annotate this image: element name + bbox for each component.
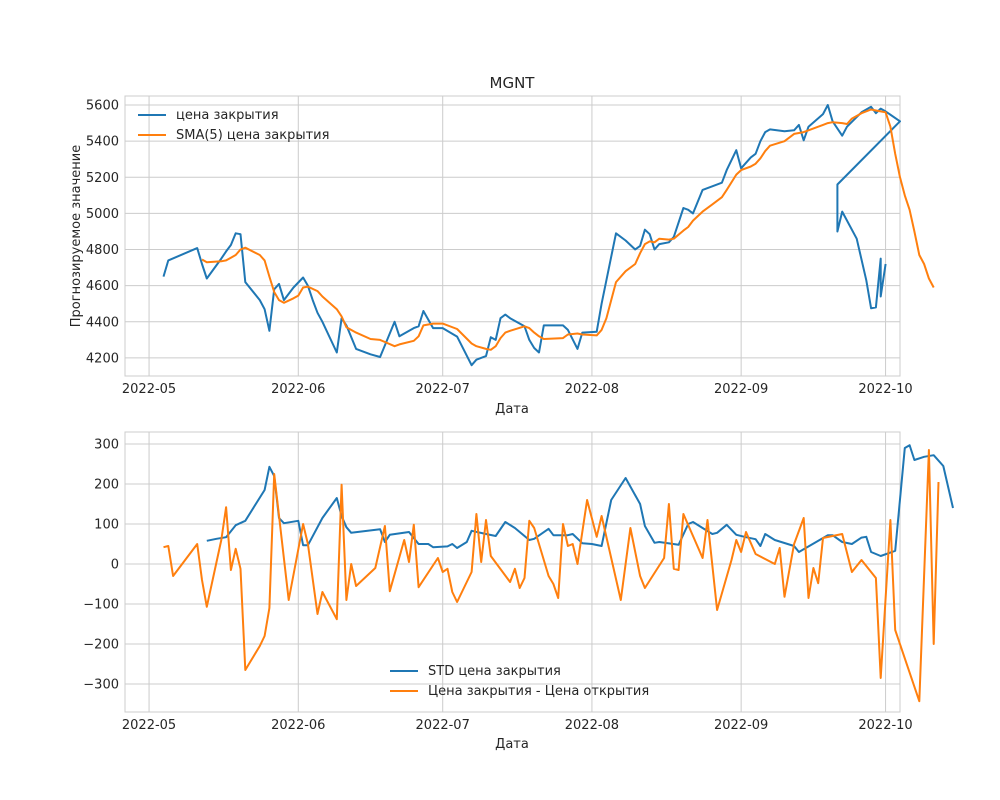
legend-label-diff: Цена закрытия - Цена открытия [428, 684, 649, 699]
ticks-top: 2022-05 2022-06 2022-07 2022-08 2022-09 2022-… [86, 99, 913, 397]
y-tick-label: 0 [111, 558, 119, 573]
legend-label-std: STD цена закрытия [428, 664, 561, 679]
series-line-orange [163, 449, 940, 703]
legend-bottom: STD цена закрытия Цена закрытия - Цена о… [390, 664, 649, 699]
x-tick-label: 2022-09 [714, 718, 768, 733]
series-line-blue [162, 104, 901, 367]
x-tick-label: 2022-06 [271, 718, 325, 733]
y-tick-label: −100 [83, 598, 119, 613]
x-tick-label: 2022-09 [714, 382, 768, 397]
y-tick-label: 200 [94, 478, 119, 493]
x-tick-label: 2022-07 [416, 718, 470, 733]
legend-label-sma: SMA(5) цена закрытия [176, 128, 329, 143]
y-tick-label: 5000 [86, 207, 119, 222]
ticks-bottom: 2022-05 2022-06 2022-07 2022-08 2022-09 2022-… [83, 438, 912, 734]
series-line-blue [206, 444, 954, 557]
y-tick-label: 4400 [86, 315, 119, 330]
x-tick-label: 2022-08 [565, 382, 619, 397]
y-tick-label: 5600 [86, 99, 119, 114]
y-axis-label-top: Прогнозируемое значение [69, 145, 84, 327]
x-tick-label: 2022-10 [858, 382, 912, 397]
series-line-orange [201, 108, 935, 351]
legend-top: цена закрытия SMA(5) цена закрытия [138, 108, 329, 143]
x-tick-label: 2022-10 [858, 718, 912, 733]
y-tick-label: 4600 [86, 279, 119, 294]
lines-bottom [163, 444, 954, 703]
x-tick-label: 2022-07 [416, 382, 470, 397]
y-tick-label: 5400 [86, 135, 119, 150]
lines-top [162, 104, 935, 367]
y-tick-label: 5200 [86, 171, 119, 186]
y-tick-label: 300 [94, 438, 119, 453]
x-tick-label: 2022-05 [122, 382, 176, 397]
chart-bottom: 2022-05 2022-06 2022-07 2022-08 2022-09 2022-… [83, 431, 954, 752]
x-axis-label-top: Дата [495, 402, 529, 417]
x-tick-label: 2022-08 [565, 718, 619, 733]
y-tick-label: 4800 [86, 243, 119, 258]
x-axis-label-bottom: Дата [495, 737, 529, 752]
grid-top [125, 96, 900, 376]
y-tick-label: −300 [83, 678, 119, 693]
x-tick-label: 2022-05 [122, 718, 176, 733]
chart-title: MGNT [490, 74, 536, 92]
chart-top: 2022-05 2022-06 2022-07 2022-08 2022-09 2022-… [69, 74, 935, 417]
legend-label-close: цена закрытия [176, 108, 279, 123]
y-tick-label: −200 [83, 638, 119, 653]
y-tick-label: 4200 [86, 351, 119, 366]
x-tick-label: 2022-06 [271, 382, 325, 397]
grid-bottom [125, 432, 900, 712]
plot-area-bottom [124, 431, 901, 713]
y-tick-label: 100 [94, 518, 119, 533]
